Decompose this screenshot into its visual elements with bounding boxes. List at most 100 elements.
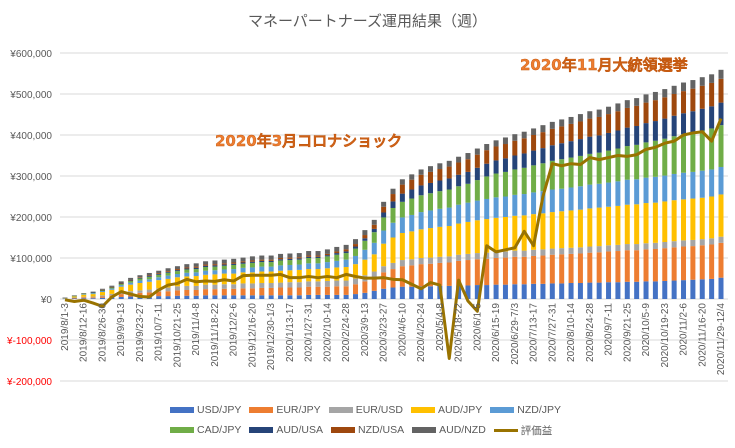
bar-segment-usd-jpy	[362, 292, 368, 299]
bar-segment-cad-jpy	[165, 272, 171, 276]
bar-segment-cad-jpy	[512, 169, 518, 195]
bar-segment-usd-jpy	[156, 296, 162, 299]
legend-item: AUD/NZD	[412, 424, 486, 436]
bar-segment-cad-jpy	[306, 258, 312, 264]
bar-segment-aud-jpy	[540, 213, 546, 250]
legend-row-2: CAD/JPY AUD/USA NZD/USA AUD/NZD 評価益	[170, 420, 610, 440]
x-tick-label: 2019/9/23-27	[135, 303, 146, 362]
bar-segment-aud-usa	[624, 127, 630, 147]
legend-item: EUR/JPY	[249, 404, 321, 416]
bar-segment-eur-jpy	[512, 256, 518, 285]
x-tick-label: 2020/8/24-28	[585, 303, 596, 362]
bar-segment-nzd-usa	[418, 174, 424, 186]
bar-segment-aud-usa	[353, 246, 359, 249]
bar-segment-eur-jpy	[418, 264, 424, 287]
bar-segment-cad-jpy	[643, 142, 649, 178]
bar-segment-aud-usa	[268, 260, 274, 263]
bar-segment-nzd-usa	[690, 88, 696, 112]
bar-segment-nzd-jpy	[549, 189, 555, 213]
bar-segment-usd-jpy	[493, 284, 499, 299]
bar-segment-aud-jpy	[212, 274, 218, 285]
bar-segment-nzd-usa	[203, 264, 209, 266]
x-tick-label: 2020/7/13-17	[529, 303, 540, 362]
bar-segment-nzd-usa	[118, 283, 124, 284]
bar-segment-cad-jpy	[690, 132, 696, 172]
bar-segment-aud-usa	[212, 265, 218, 267]
bar-segment-aud-usa	[146, 276, 152, 277]
bar-segment-aud-jpy	[549, 212, 555, 249]
bar-segment-eur-usd	[109, 293, 115, 296]
bar-segment-nzd-usa	[212, 264, 218, 266]
bar-segment-eur-usd	[231, 284, 237, 289]
bar-segment-usd-jpy	[671, 280, 677, 299]
bar-segment-aud-nzd	[315, 251, 321, 256]
bar-segment-cad-jpy	[427, 193, 433, 211]
bar-segment-eur-jpy	[193, 289, 199, 296]
bar-segment-nzd-jpy	[249, 267, 255, 273]
bar-segment-usd-jpy	[118, 296, 124, 299]
bar-segment-nzd-jpy	[699, 170, 705, 198]
bar-segment-eur-usd	[343, 280, 349, 287]
bar-segment-nzd-jpy	[231, 269, 237, 274]
bar-segment-aud-usa	[203, 265, 209, 268]
bar-segment-eur-jpy	[699, 245, 705, 280]
bar-segment-usd-jpy	[502, 284, 508, 299]
bar-segment-nzd-jpy	[128, 282, 134, 285]
bar-segment-eur-jpy	[137, 292, 143, 297]
chart-plot: ¥600,000 ¥500,000 ¥400,000 ¥300,000 ¥200,000…	[6, 49, 728, 388]
bar-segment-eur-usd	[306, 281, 312, 287]
bar-segment-nzd-usa	[587, 118, 593, 137]
legend-label: CAD/JPY	[197, 424, 242, 436]
bar-segment-nzd-usa	[427, 171, 433, 183]
bar-segment-nzd-usa	[353, 244, 359, 247]
bar-segment-aud-jpy	[643, 203, 649, 244]
bar-segment-aud-nzd	[418, 169, 424, 175]
bar-segment-aud-nzd	[474, 148, 480, 155]
bar-segment-aud-usa	[390, 201, 396, 208]
bar-segment-aud-usa	[662, 118, 668, 139]
bar-segment-aud-usa	[699, 108, 705, 131]
bar-segment-nzd-usa	[652, 100, 658, 122]
bar-segment-aud-jpy	[156, 280, 162, 289]
bar-segment-eur-jpy	[90, 297, 96, 299]
bar-segment-nzd-usa	[699, 85, 705, 109]
bar-segment-aud-jpy	[465, 221, 471, 254]
bar-segment-aud-usa	[399, 193, 405, 202]
bar-segment-aud-jpy	[699, 197, 705, 240]
bar-segment-usd-jpy	[81, 298, 87, 299]
bar-segment-eur-usd	[643, 243, 649, 250]
bar-segment-aud-nzd	[409, 174, 415, 180]
bar-segment-cad-jpy	[156, 274, 162, 278]
bar-segment-cad-jpy	[371, 232, 377, 243]
bar-segment-aud-usa	[371, 228, 377, 233]
bar-segment-usd-jpy	[596, 282, 602, 299]
bar-segment-aud-jpy	[315, 269, 321, 282]
bar-segment-usd-jpy	[268, 295, 274, 299]
bar-segment-eur-usd	[259, 283, 265, 288]
bar-segment-cad-jpy	[531, 165, 537, 193]
bar-segment-aud-nzd	[249, 256, 255, 261]
bar-segment-eur-usd	[437, 256, 443, 263]
bar-segment-usd-jpy	[184, 295, 190, 299]
bar-segment-eur-usd	[390, 262, 396, 270]
bar-segment-cad-jpy	[521, 167, 527, 195]
x-tick-label: 2020/6/1-5	[472, 303, 483, 351]
bar-segment-cad-jpy	[699, 130, 705, 171]
x-tick-label: 2020/10/19-23	[660, 303, 671, 368]
bar-segment-eur-jpy	[577, 253, 583, 284]
bar-segment-aud-usa	[549, 145, 555, 161]
legend-swatch	[410, 407, 435, 413]
bar-segment-aud-usa	[474, 167, 480, 181]
bar-segment-usd-jpy	[174, 295, 180, 299]
bar-segment-usd-jpy	[371, 290, 377, 299]
x-tick-label: 2020/3/9-13	[360, 303, 371, 357]
bar-segment-eur-usd	[221, 284, 227, 289]
bar-segment-eur-usd	[315, 281, 321, 287]
bar-segment-aud-usa	[690, 111, 696, 133]
bar-segment-eur-jpy	[662, 248, 668, 281]
bar-segment-eur-usd	[624, 244, 630, 251]
bar-segment-cad-jpy	[324, 256, 330, 263]
bar-segment-nzd-usa	[465, 159, 471, 172]
x-tick-label: 2019/10/21-25	[172, 303, 183, 368]
bar-segment-nzd-usa	[315, 255, 321, 257]
